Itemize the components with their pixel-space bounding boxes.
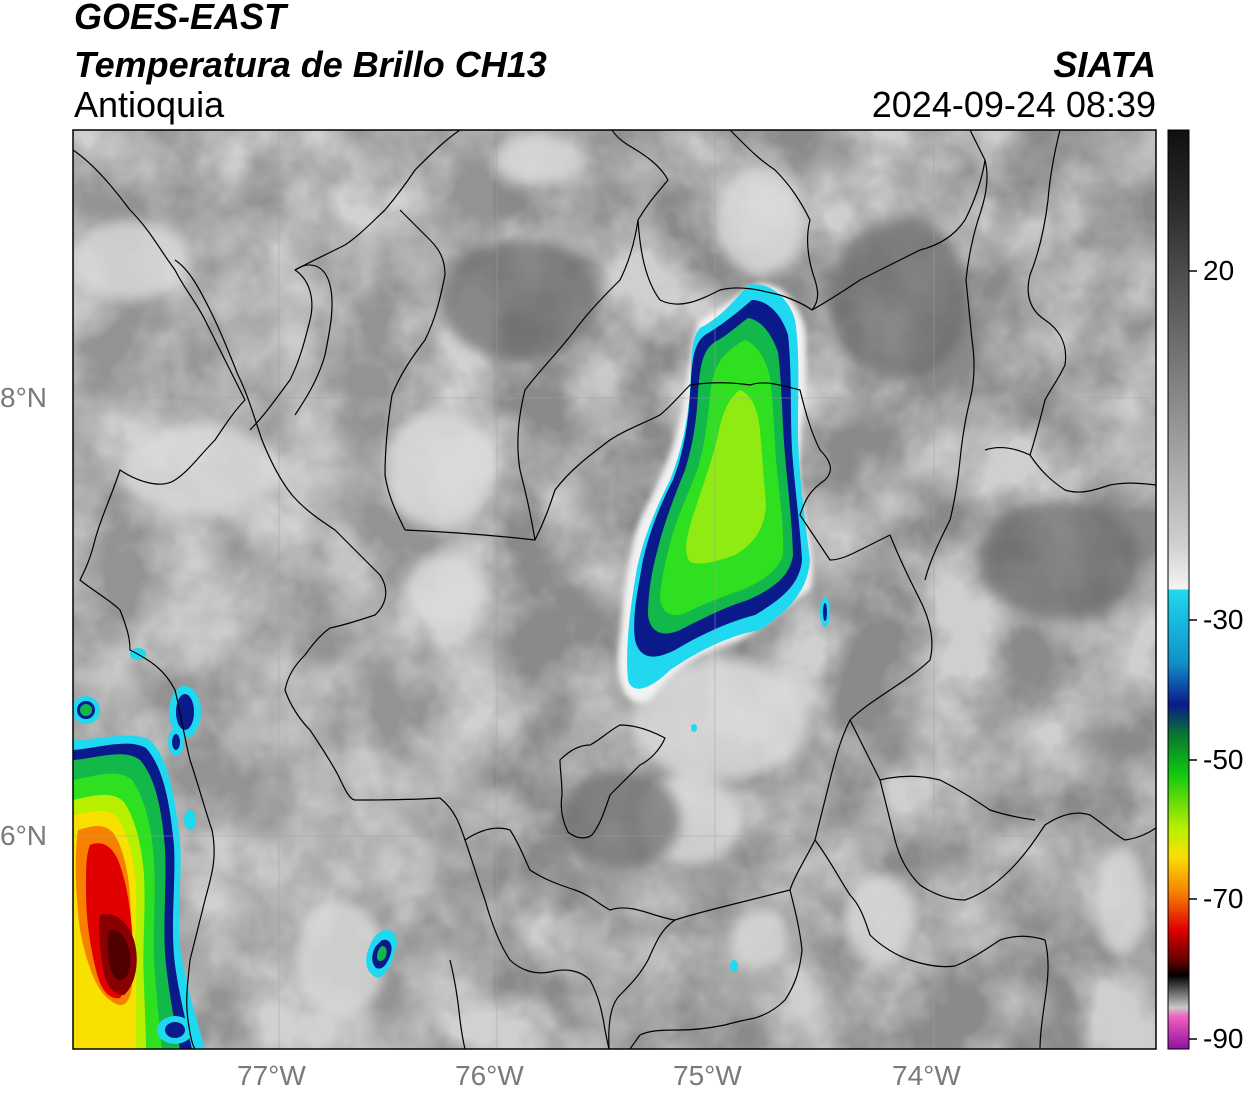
lon-label-77w: 77°W <box>237 1060 306 1091</box>
small-storm-cell <box>366 929 397 978</box>
colorbar-ticks <box>1189 270 1197 1040</box>
lon-label-76w: 76°W <box>455 1060 524 1091</box>
bright-clouds <box>73 135 1145 1020</box>
colorbar-label-minus30: -30 <box>1203 604 1244 635</box>
lon-label-75w: 75°W <box>673 1060 742 1091</box>
boundaries <box>73 130 1156 1049</box>
colorbar-gradient <box>1167 129 1190 1050</box>
colorbar <box>1167 129 1197 1050</box>
lat-label-6n: 6°N <box>0 820 47 851</box>
satellite-title: GOES-EAST <box>74 0 287 37</box>
pacific-storm-cluster <box>73 648 205 1049</box>
product-title: Temperatura de Brillo CH13 <box>74 44 547 85</box>
lon-label-74w: 74°W <box>892 1060 961 1091</box>
region-label: Antioquia <box>74 84 225 125</box>
map-frame <box>72 129 1157 1050</box>
colorbar-label-minus70: -70 <box>1203 883 1244 914</box>
colorbar-label-20: 20 <box>1203 255 1235 286</box>
colorbar-label-minus90: -90 <box>1203 1023 1244 1054</box>
lat-label-8n: 8°N <box>0 382 47 413</box>
organization-label: SIATA <box>1053 44 1156 85</box>
colorbar-label-minus50: -50 <box>1203 744 1244 775</box>
timestamp-label: 2024-09-24 08:39 <box>871 84 1156 125</box>
gridlines <box>73 130 1156 1049</box>
